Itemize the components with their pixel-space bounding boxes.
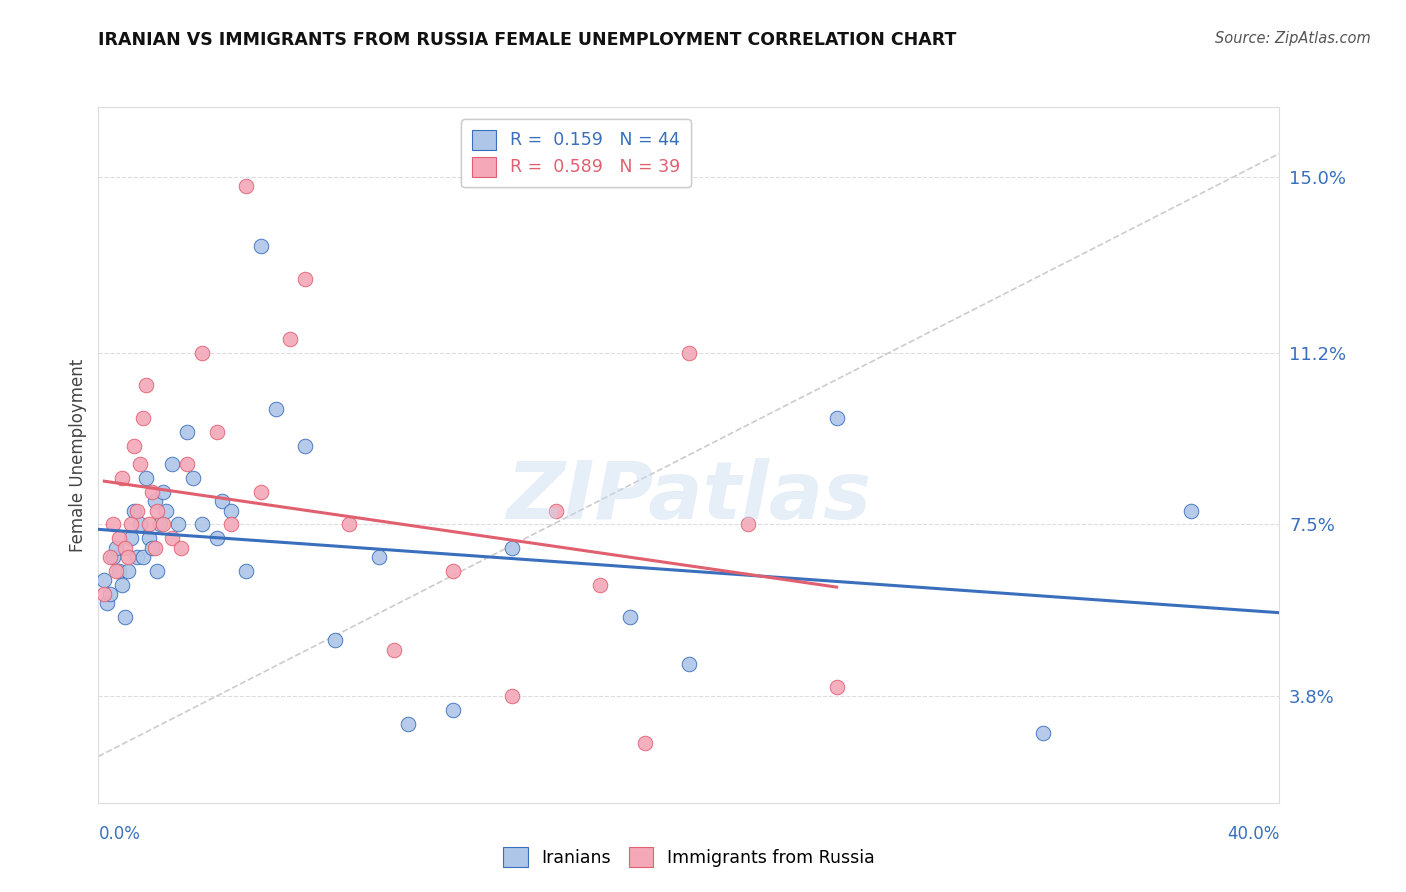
Point [93,587,115,601]
Point [191,517,214,532]
Point [108,532,131,546]
Point [825,680,848,694]
Point [501,541,523,555]
Point [138,532,160,546]
Point [546,503,568,517]
Point [98,549,121,564]
Point [264,401,287,416]
Point [678,657,700,671]
Point [235,564,257,578]
Point [1032,726,1054,740]
Point [105,541,128,555]
Point [128,517,150,532]
Point [152,485,174,500]
Point [105,564,128,578]
Point [143,494,166,508]
Point [120,532,142,546]
Text: Source: ZipAtlas.com: Source: ZipAtlas.com [1215,31,1371,46]
Point [205,425,228,439]
Text: ZIPatlas: ZIPatlas [506,458,872,536]
Point [96,596,118,610]
Text: 0.0%: 0.0% [98,825,141,843]
Point [221,503,243,517]
Text: IRANIAN VS IMMIGRANTS FROM RUSSIA FEMALE UNEMPLOYMENT CORRELATION CHART: IRANIAN VS IMMIGRANTS FROM RUSSIA FEMALE… [98,31,957,49]
Point [250,485,273,500]
Point [146,503,169,517]
Point [235,178,257,193]
Point [278,332,302,346]
Point [122,503,145,517]
Point [250,239,273,253]
Point [191,346,214,360]
Point [93,573,115,587]
Point [176,425,198,439]
Point [152,517,174,532]
Point [167,517,190,532]
Point [339,517,360,532]
Point [114,610,136,624]
Point [382,642,405,657]
Point [633,735,655,749]
Point [181,471,204,485]
Point [825,410,848,425]
Point [737,517,759,532]
Point [132,549,155,564]
Point [1180,503,1202,517]
Point [111,578,134,592]
Point [122,439,145,453]
Point [149,517,172,532]
Point [619,610,641,624]
Point [146,564,169,578]
Point [135,471,157,485]
Point [441,564,464,578]
Point [323,633,346,648]
Point [117,549,139,564]
Point [132,410,155,425]
Point [589,578,612,592]
Point [141,541,163,555]
Point [98,587,121,601]
Point [221,517,243,532]
Point [396,717,419,731]
Point [135,378,157,392]
Point [162,457,183,471]
Point [155,503,177,517]
Point [103,549,125,564]
Point [368,549,391,564]
Point [138,517,160,532]
Point [143,541,166,555]
Point [108,564,131,578]
Point [125,549,148,564]
Point [125,503,148,517]
Y-axis label: Female Unemployment: Female Unemployment [69,359,87,551]
Legend: Iranians, Immigrants from Russia: Iranians, Immigrants from Russia [496,840,882,874]
Point [111,471,134,485]
Point [678,346,700,360]
Point [170,541,193,555]
Point [294,439,316,453]
Point [141,485,163,500]
Text: 40.0%: 40.0% [1227,825,1279,843]
Point [128,457,150,471]
Point [120,517,142,532]
Point [441,703,464,717]
Point [501,689,523,703]
Point [205,532,228,546]
Point [294,271,316,285]
Point [176,457,198,471]
Point [114,541,136,555]
Point [103,517,125,532]
Point [162,532,183,546]
Point [211,494,233,508]
Point [117,564,139,578]
Legend: R =  0.159   N = 44, R =  0.589   N = 39: R = 0.159 N = 44, R = 0.589 N = 39 [461,120,690,187]
